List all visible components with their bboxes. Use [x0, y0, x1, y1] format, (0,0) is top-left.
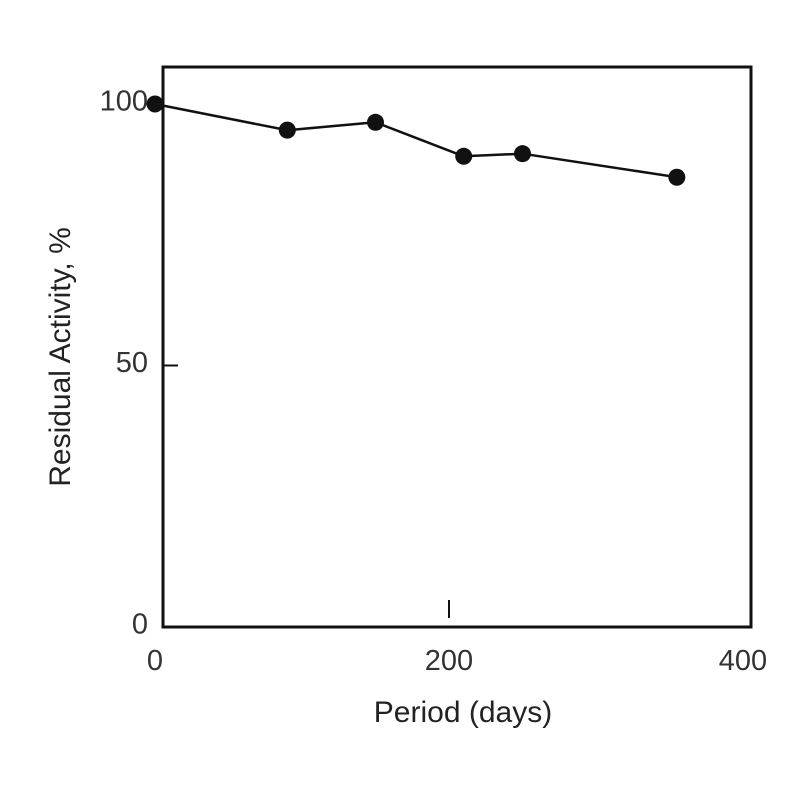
x-axis-title: Period (days) — [374, 696, 552, 729]
x-tick-label: 400 — [719, 645, 767, 677]
data-point — [278, 121, 296, 139]
y-tick-label: 50 — [116, 347, 148, 379]
y-tick-label: 100 — [100, 86, 148, 118]
data-point — [146, 95, 164, 113]
data-point — [455, 147, 473, 165]
plot-frame — [161, 65, 753, 629]
data-point — [367, 113, 384, 131]
data-point — [514, 145, 531, 163]
series-line — [154, 102, 678, 179]
y-axis-title: Residual Activity, % — [44, 227, 77, 487]
y-tick-label: 0 — [132, 609, 148, 641]
data-point — [668, 168, 686, 186]
x-tick-labels: 0 200 400 — [147, 645, 767, 677]
y-tick-labels: 0 50 100 — [100, 86, 148, 641]
series-layer — [146, 95, 686, 186]
x-tick-label: 0 — [147, 645, 163, 677]
x-tick-label: 200 — [425, 645, 473, 677]
